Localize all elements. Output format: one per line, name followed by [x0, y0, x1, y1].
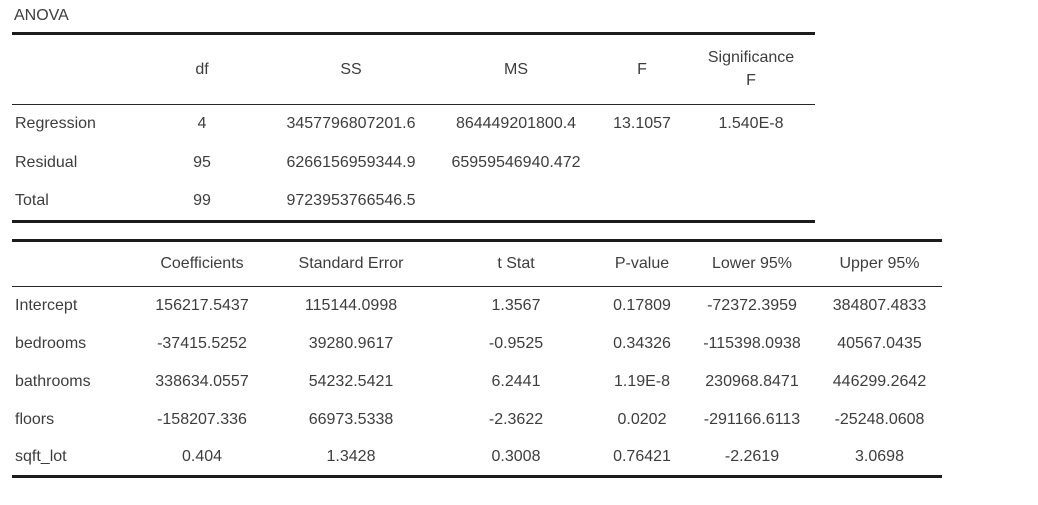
anova-table: df SS MS F Significance F Regression 4 3…: [12, 32, 815, 223]
cell-ss: 3457796807201.6: [286, 115, 416, 133]
cell-standard-error: 39280.9617: [308, 334, 394, 352]
cell-t-stat: 0.3008: [491, 447, 541, 465]
cell-sig-f: [687, 183, 815, 222]
row-label: bathrooms: [15, 372, 91, 390]
cell-df: 95: [193, 154, 211, 171]
cell-p-value: 0.34326: [613, 334, 671, 352]
cell-standard-error: 66973.5338: [308, 410, 394, 428]
cell-ms: 864449201800.4: [455, 115, 577, 133]
cell-upper-95: 446299.2642: [832, 372, 927, 390]
cell-ss: 9723953766546.5: [286, 192, 416, 210]
row-label: sqft_lot: [15, 447, 67, 465]
table-row: floors -158207.336 66973.5338 -2.3622 0.…: [12, 401, 942, 439]
cell-sig-f: [687, 144, 815, 183]
cell-lower-95: 230968.8471: [705, 372, 799, 390]
cell-coefficient: 0.404: [181, 447, 223, 465]
anova-section-title: ANOVA: [14, 7, 69, 24]
cell-standard-error: 1.3428: [326, 447, 376, 465]
cell-ms: 65959546940.472: [451, 154, 581, 171]
table-row: bathrooms 338634.0557 54232.5421 6.2441 …: [12, 363, 942, 401]
cell-ms: [435, 183, 597, 222]
cell-p-value: 0.0202: [617, 410, 667, 428]
cell-lower-95: -115398.0938: [703, 334, 801, 352]
regression-output-report: ANOVA df SS MS F Significance F Regressi…: [12, 7, 942, 478]
cell-coefficient: 156217.5437: [155, 296, 249, 314]
cell-standard-error: 115144.0998: [304, 296, 398, 314]
column-header-blank: [12, 240, 137, 287]
cell-df: 99: [193, 192, 211, 210]
cell-standard-error: 54232.5421: [308, 372, 394, 390]
row-label: Regression: [15, 115, 96, 133]
cell-sig-f: 1.540E-8: [718, 115, 784, 133]
cell-t-stat: 6.2441: [491, 372, 541, 390]
cell-upper-95: -25248.0608: [834, 410, 925, 428]
column-header-upper-95: Upper 95%: [817, 240, 942, 287]
cell-f: [597, 183, 687, 222]
column-header-ms: MS: [435, 33, 597, 105]
cell-p-value: 0.76421: [613, 447, 671, 465]
cell-lower-95: -2.2619: [724, 447, 780, 465]
cell-upper-95: 40567.0435: [837, 334, 922, 352]
row-label: Residual: [15, 154, 78, 171]
row-label: floors: [15, 410, 55, 428]
column-header-t-stat: t Stat: [435, 240, 597, 287]
cell-lower-95: -72372.3959: [707, 296, 797, 314]
cell-upper-95: 384807.4833: [832, 296, 927, 314]
cell-t-stat: -0.9525: [488, 334, 544, 352]
column-header-blank: [12, 33, 137, 105]
column-header-coefficients: Coefficients: [137, 240, 267, 287]
cell-t-stat: -2.3622: [488, 410, 544, 428]
cell-p-value: 1.19E-8: [613, 372, 671, 390]
cell-f: 13.1057: [613, 115, 671, 133]
table-row: Intercept 156217.5437 115144.0998 1.3567…: [12, 287, 942, 325]
anova-header-row: df SS MS F Significance F: [12, 33, 815, 105]
coefficients-table: Coefficients Standard Error t Stat P-val…: [12, 239, 942, 478]
column-header-lower-95: Lower 95%: [687, 240, 817, 287]
column-header-df: df: [137, 33, 267, 105]
cell-ss: 6266156959344.9: [286, 154, 416, 171]
column-header-standard-error: Standard Error: [267, 240, 435, 287]
cell-t-stat: 1.3567: [491, 296, 541, 314]
cell-coefficient: 338634.0557: [155, 372, 249, 390]
cell-upper-95: 3.0698: [855, 447, 904, 465]
cell-coefficient: -158207.336: [157, 410, 247, 428]
cell-lower-95: -291166.6113: [703, 410, 801, 428]
cell-df: 4: [197, 115, 207, 133]
row-label: Total: [15, 192, 49, 210]
cell-f: [597, 144, 687, 183]
row-label: Intercept: [15, 296, 78, 314]
table-row: bedrooms -37415.5252 39280.9617 -0.9525 …: [12, 325, 942, 363]
row-label: bedrooms: [15, 334, 87, 352]
table-row: Regression 4 3457796807201.6 86444920180…: [12, 105, 815, 144]
coefficients-header-row: Coefficients Standard Error t Stat P-val…: [12, 240, 942, 287]
table-row: Total 99 9723953766546.5: [12, 183, 815, 222]
column-header-significance-f: Significance F: [687, 33, 815, 105]
cell-p-value: 0.17809: [613, 296, 671, 314]
cell-coefficient: -37415.5252: [157, 334, 247, 352]
column-header-ss: SS: [267, 33, 435, 105]
column-header-f: F: [597, 33, 687, 105]
column-header-p-value: P-value: [597, 240, 687, 287]
table-row: sqft_lot 0.404 1.3428 0.3008 0.76421 -2.…: [12, 439, 942, 477]
table-row: Residual 95 6266156959344.9 65959546940.…: [12, 144, 815, 183]
